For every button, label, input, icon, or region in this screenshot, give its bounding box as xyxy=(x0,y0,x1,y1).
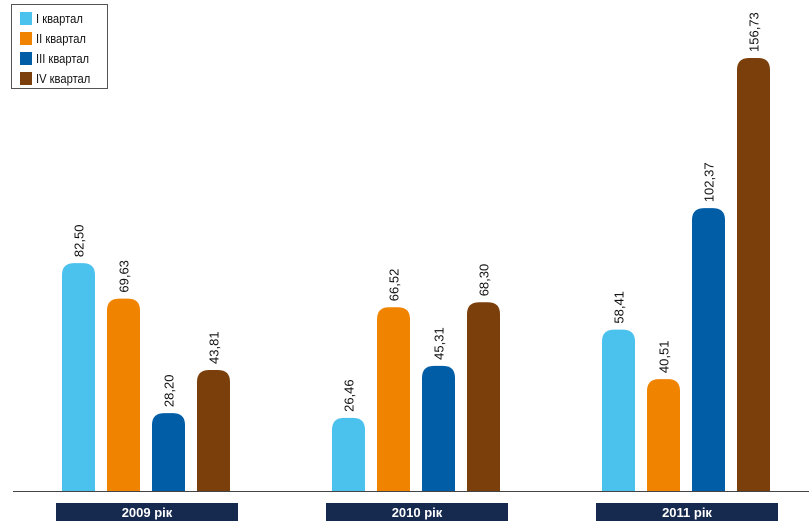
legend-swatch-q1 xyxy=(20,11,32,25)
category-band-0 xyxy=(56,503,238,521)
legend-label-q4: IV квартал xyxy=(36,70,91,86)
data-label-1-0: 26,46 xyxy=(342,379,357,412)
legend-item-q4: IV квартал xyxy=(20,68,107,88)
legend-label-q1: I квартал xyxy=(36,10,83,26)
bar-2-2 xyxy=(692,208,725,491)
legend-swatch-q3 xyxy=(20,51,32,65)
bar-0-3 xyxy=(197,369,230,491)
data-label-0-2: 28,20 xyxy=(162,375,177,408)
bar-2-1 xyxy=(647,379,680,491)
data-label-2-2: 102,37 xyxy=(702,162,717,202)
legend-label-q3: III квартал xyxy=(36,50,90,66)
category-label-2: 2011 рік xyxy=(662,505,712,520)
category-band-2 xyxy=(596,503,778,521)
bar-1-0 xyxy=(332,417,365,491)
bar-1-1 xyxy=(377,307,410,491)
data-label-1-3: 68,30 xyxy=(477,264,492,297)
data-label-0-3: 43,81 xyxy=(207,331,222,364)
legend-label-q2: II квартал xyxy=(36,30,86,46)
bar-1-2 xyxy=(422,365,455,491)
data-label-0-1: 69,63 xyxy=(117,260,132,293)
data-label-2-1: 40,51 xyxy=(657,341,672,374)
bar-0-0 xyxy=(62,263,95,491)
legend-swatch-q4 xyxy=(20,71,32,85)
legend-item-q3: III квартал xyxy=(20,48,107,68)
category-label-0: 2009 рік xyxy=(122,505,173,520)
chart-legend: I квартал II квартал III квартал IV квар… xyxy=(11,4,108,89)
bar-1-3 xyxy=(467,302,500,491)
legend-item-q1: I квартал xyxy=(20,8,107,28)
category-label-1: 2010 рік xyxy=(392,505,443,520)
category-band-1 xyxy=(326,503,508,521)
data-label-2-0: 58,41 xyxy=(612,291,627,324)
bar-2-0 xyxy=(602,329,635,491)
legend-item-q2: II квартал xyxy=(20,28,107,48)
bar-0-2 xyxy=(152,413,185,491)
data-label-2-3: 156,73 xyxy=(747,12,762,52)
data-label-1-1: 66,52 xyxy=(387,269,402,302)
data-label-0-0: 82,50 xyxy=(72,225,87,258)
data-label-1-2: 45,31 xyxy=(432,327,447,360)
bar-2-3 xyxy=(737,58,770,491)
legend-swatch-q2 xyxy=(20,31,32,45)
bar-0-1 xyxy=(107,298,140,491)
